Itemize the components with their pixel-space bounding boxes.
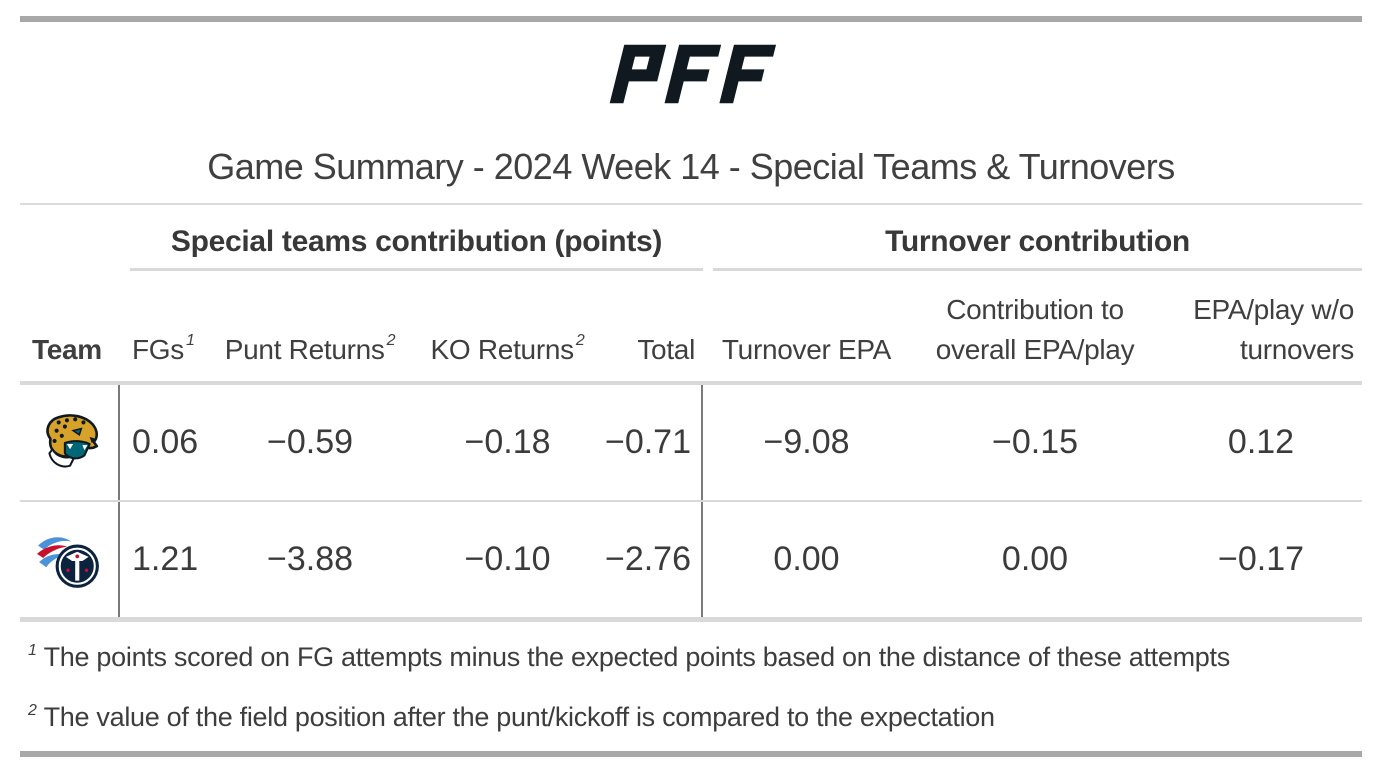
column-header-total: Total [637, 334, 695, 366]
cell-punt-returns: −3.88 [266, 540, 354, 578]
footnote-2: 2 The value of the field position after t… [28, 702, 1358, 733]
column-header-contribution-overall-epa: Contribution to overall EPA/play [935, 293, 1135, 366]
table-row-titans: 1.21 −3.88 −0.10 −2.76 0.00 0.00 −0.17 [20, 502, 1362, 622]
footnote-2-text: The value of the field position after th… [43, 702, 995, 732]
cell-turnover-epa: −9.08 [763, 423, 850, 461]
table-row-jaguars: 0.06 −0.59 −0.18 −0.71 −9.08 −0.15 0.12 [20, 385, 1362, 502]
jaguars-logo-icon [46, 413, 99, 467]
column-header-punt-returns: Punt Returns 2 [224, 332, 396, 366]
cell-ko-returns: −0.10 [464, 540, 551, 578]
cell-contribution-overall-epa: −0.15 [991, 423, 1079, 461]
top-divider-bar [20, 16, 1362, 22]
cell-turnover-epa: 0.00 [773, 540, 840, 578]
titans-logo-icon [37, 536, 99, 588]
page-title: Game Summary - 2024 Week 14 - Special Te… [207, 146, 1175, 187]
column-header-ko-returns: KO Returns 2 [430, 332, 585, 366]
brand-header [0, 42, 1382, 106]
footnote-2-marker: 2 [28, 702, 37, 719]
cell-epa-wo-turnovers: 0.12 [1227, 423, 1295, 461]
footnote-marker-2: 2 [575, 332, 585, 350]
team-cell [20, 385, 120, 500]
cell-epa-wo-turnovers: −0.17 [1217, 540, 1305, 578]
cell-total: −2.76 [600, 502, 703, 617]
team-cell [20, 502, 120, 617]
pff-logo-icon [609, 44, 777, 104]
footnote-1-text: The points scored on FG attempts minus t… [43, 642, 1231, 672]
footnote-1-marker: 1 [28, 642, 37, 659]
column-header-team: Team [32, 334, 102, 366]
table-group-header-row: Special teams contribution (points) Turn… [20, 203, 1362, 271]
table-column-header-row: Team FGs 1 Punt Returns 2 KO Returns 2 Tota… [20, 271, 1362, 385]
group-header-turnover: Turnover contribution [713, 205, 1362, 271]
cell-contribution-overall-epa: 0.00 [1001, 540, 1069, 578]
table-body: 0.06 −0.59 −0.18 −0.71 −9.08 −0.15 0.12 … [20, 385, 1362, 622]
group-header-special-teams: Special teams contribution (points) [130, 205, 703, 271]
column-header-fgs: FGs 1 [132, 332, 195, 366]
cell-punt-returns: −0.59 [266, 423, 354, 461]
bottom-divider-bar [20, 751, 1362, 757]
footnote-marker-1: 1 [185, 332, 195, 350]
cell-total: −0.71 [600, 385, 703, 500]
column-header-epa-wo-turnovers: EPA/play w/o turnovers [1193, 293, 1354, 366]
cell-fgs: 1.21 [132, 540, 199, 578]
footnote-marker-2: 2 [386, 332, 396, 350]
cell-fgs: 0.06 [132, 423, 199, 461]
cell-ko-returns: −0.18 [464, 423, 551, 461]
column-header-turnover-epa: Turnover EPA [721, 334, 892, 366]
footnote-1: 1 The points scored on FG attempts minus … [28, 642, 1358, 673]
